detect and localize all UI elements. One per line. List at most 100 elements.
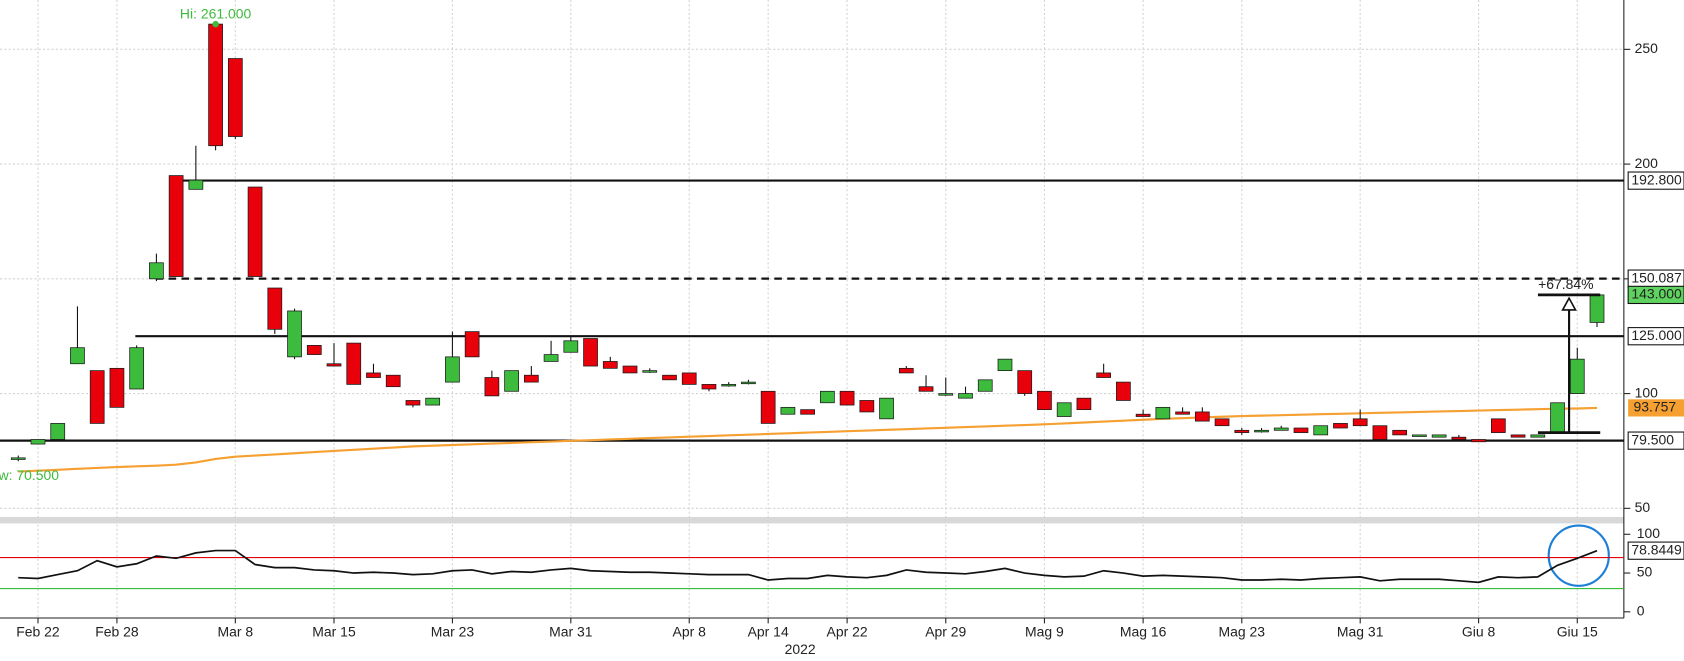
candle-body [701, 384, 717, 390]
candle-body [1490, 418, 1506, 433]
y-tick-label: 50 [1635, 499, 1651, 515]
candle-body [1392, 429, 1408, 436]
x-tick-label: Feb 28 [95, 624, 139, 640]
x-tick-label: Apr 22 [827, 624, 868, 640]
candle-body [1175, 411, 1190, 415]
candle-body [1135, 413, 1151, 417]
candle-body [1254, 429, 1269, 433]
candle-body [168, 175, 184, 277]
x-tick-label: Mag 9 [1025, 624, 1064, 640]
candle-body [1273, 427, 1289, 431]
candle-body [405, 400, 421, 406]
candle-body [10, 457, 26, 460]
ma-label: 93.757 [1634, 399, 1677, 415]
candle-body [1155, 406, 1171, 420]
candle-body [760, 390, 776, 424]
x-tick-label: Giu 8 [1462, 624, 1496, 640]
candle-body [780, 406, 796, 415]
candle-body [1550, 402, 1565, 433]
candle-body [1313, 425, 1329, 436]
candle-body [1510, 434, 1526, 438]
candle-body [1194, 411, 1210, 422]
candle-body [859, 400, 875, 413]
moving-average [18, 406, 1598, 473]
candle-body [346, 342, 362, 385]
candle-body [977, 379, 993, 392]
candle-body [247, 186, 263, 277]
x-tick-label: Apr 14 [748, 624, 789, 640]
candle-body [425, 397, 441, 406]
candle-body [1017, 370, 1033, 394]
candle-body [50, 423, 66, 440]
x-tick-label: Mar 23 [431, 624, 475, 640]
candle-body [89, 370, 105, 424]
y-tick-label: 250 [1635, 40, 1659, 56]
candle-body [602, 361, 618, 369]
level-label-box [1627, 431, 1684, 450]
candle-body [30, 439, 46, 445]
level-label: 192.800 [1631, 171, 1682, 187]
candle-body [188, 179, 204, 190]
high-marker [212, 20, 219, 28]
x-tick-label: Mag 23 [1219, 624, 1266, 640]
candle-body [1451, 436, 1467, 440]
candle-body [1116, 381, 1131, 401]
candle-body [1333, 423, 1348, 429]
candle-body [267, 287, 283, 330]
candle-body [385, 374, 401, 388]
y-tick-label: 200 [1635, 155, 1659, 171]
candle-body [1037, 390, 1052, 411]
candle-body [898, 367, 914, 374]
candle-body [622, 365, 638, 374]
candle-body [1096, 372, 1112, 378]
high-label: Hi: 261.000 [180, 6, 252, 22]
candle-body [741, 381, 756, 385]
candle-body [208, 23, 223, 147]
level-label: 150.087 [1631, 269, 1682, 285]
candle-body [820, 390, 835, 404]
candle-body [563, 340, 579, 353]
candle-body [227, 58, 243, 137]
candle-body [543, 354, 559, 362]
candle-body [1530, 434, 1546, 438]
level-label-box [1627, 327, 1684, 346]
x-tick-label: Mag 31 [1337, 624, 1384, 640]
rsi-line [18, 549, 1598, 584]
level-label: 79.500 [1631, 431, 1674, 447]
candle-body [523, 374, 539, 383]
x-tick-label: Mar 8 [218, 624, 254, 640]
candle-body [1589, 294, 1605, 323]
candle-body [800, 409, 815, 415]
x-tick-label: Mag 16 [1120, 624, 1167, 640]
candle-body [464, 331, 480, 358]
candle-body [1412, 434, 1427, 437]
candle-body [997, 358, 1013, 372]
low-label: Low: 70.500 [0, 467, 59, 483]
last-price-box [1627, 285, 1684, 305]
candle-body [938, 393, 954, 396]
candle-body [958, 393, 973, 399]
candle-body [1569, 358, 1585, 394]
rsi-y-tick-label: 100 [1637, 525, 1661, 541]
candle-body [149, 262, 164, 280]
candle-body [366, 372, 381, 378]
candle-body [721, 384, 737, 387]
candle-body [1214, 418, 1230, 427]
candle-body [918, 386, 934, 392]
candle-body [306, 345, 322, 355]
x-tick-label: Giu 15 [1557, 624, 1598, 640]
x-tick-label: Apr 29 [925, 624, 966, 640]
highlight-circle [1547, 524, 1610, 587]
change-label: +67.84% [1538, 276, 1593, 292]
candle-body [287, 310, 302, 358]
rsi-last-box [1627, 541, 1684, 560]
candle-body [445, 356, 460, 383]
measure-arrowhead [1561, 296, 1577, 311]
candle-body [1293, 427, 1309, 433]
rsi-y-tick-label: 50 [1637, 564, 1653, 580]
ma-box [1628, 399, 1684, 417]
candle-body [1352, 418, 1368, 427]
candle-body [879, 397, 894, 420]
candle-body [681, 372, 697, 385]
